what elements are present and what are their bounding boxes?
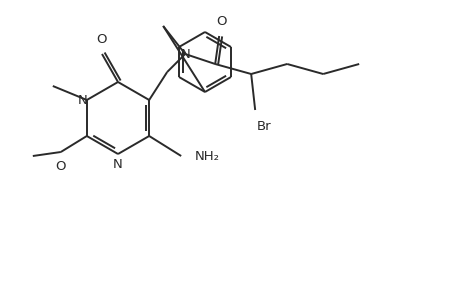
Text: N: N bbox=[113, 158, 123, 171]
Text: O: O bbox=[96, 33, 107, 46]
Text: O: O bbox=[56, 160, 66, 173]
Text: O: O bbox=[215, 15, 226, 28]
Text: NH₂: NH₂ bbox=[195, 149, 220, 163]
Text: Br: Br bbox=[257, 120, 271, 133]
Text: N: N bbox=[180, 47, 190, 61]
Text: N: N bbox=[78, 94, 88, 106]
